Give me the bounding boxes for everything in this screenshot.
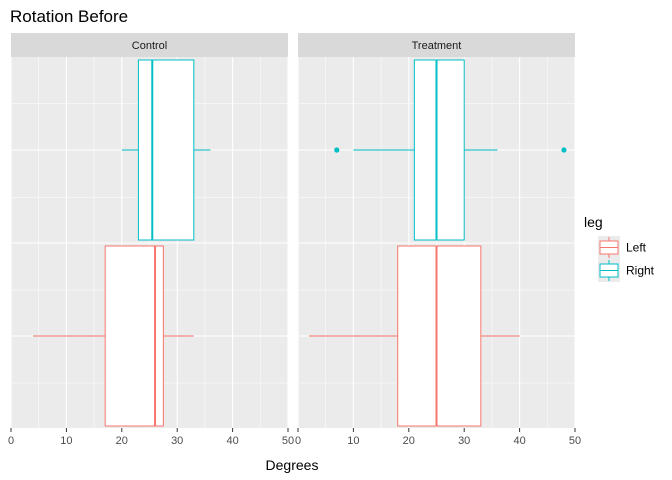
outlier-point xyxy=(334,147,340,153)
outlier-point xyxy=(561,147,567,153)
x-tick-label: 10 xyxy=(60,435,72,447)
box-right xyxy=(121,59,211,241)
x-tick-label: 10 xyxy=(347,435,359,447)
x-tick-label: 40 xyxy=(513,435,525,447)
panel-control: Control 0 10 20 30 40 50 xyxy=(8,33,294,447)
x-axis-label: Degrees xyxy=(266,457,319,473)
legend-label: Right xyxy=(626,264,655,278)
x-tick-label: 0 xyxy=(295,435,301,447)
x-tick-label: 40 xyxy=(226,435,238,447)
panels: Control 0 10 20 30 40 50 Treatment 0 10 20 30 40 50 xyxy=(8,33,581,447)
panel-strip xyxy=(298,33,575,57)
x-tick-label: 30 xyxy=(458,435,470,447)
box-right xyxy=(334,59,567,241)
x-tick-label: 0 xyxy=(8,435,14,447)
box-left xyxy=(309,245,520,427)
legend-key-left: Left xyxy=(598,236,647,259)
x-tick-label: 20 xyxy=(116,435,128,447)
x-tick-label: 30 xyxy=(171,435,183,447)
panel-strip-label: Treatment xyxy=(412,40,462,52)
panel-strip-label: Control xyxy=(132,40,167,52)
box-body xyxy=(137,59,195,241)
x-tick-label: 20 xyxy=(403,435,415,447)
panel-strip xyxy=(11,33,288,57)
x-tick-label: 50 xyxy=(569,435,581,447)
panel-treatment: Treatment 0 10 20 30 40 50 xyxy=(295,33,581,447)
legend-key-right: Right xyxy=(598,259,655,282)
legend-title: leg xyxy=(584,214,603,230)
box-body xyxy=(413,59,465,241)
box-left xyxy=(33,245,194,427)
box-body xyxy=(104,245,164,427)
legend: leg Left Right xyxy=(584,214,655,282)
legend-label: Left xyxy=(626,241,647,255)
x-tick-label: 50 xyxy=(282,435,294,447)
chart-title: Rotation Before xyxy=(10,7,128,26)
box-body xyxy=(397,245,482,427)
